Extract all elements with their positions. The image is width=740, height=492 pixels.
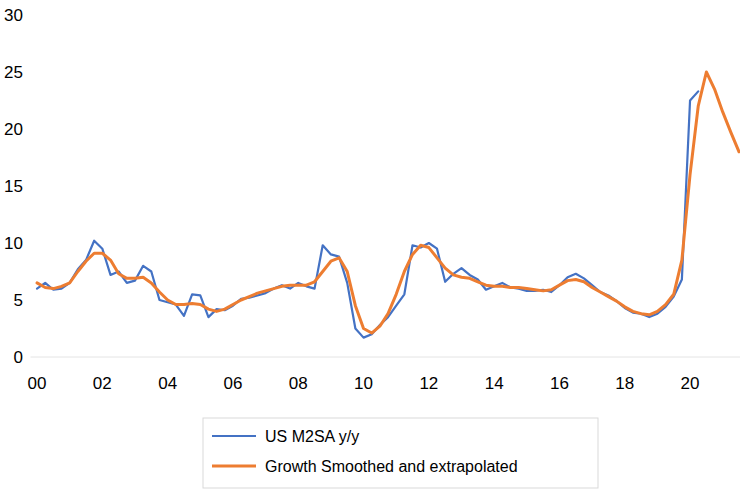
chart: 0 5 10 15 20 25 30 00 02 04 06 08 10 12 14 16 18 20 US M2S… (0, 0, 740, 492)
plot-area (37, 72, 739, 338)
series-line (37, 91, 698, 337)
x-tick-label: 14 (485, 374, 504, 393)
legend-box (203, 418, 598, 488)
x-tick-label: 06 (223, 374, 242, 393)
x-tick-label: 08 (289, 374, 308, 393)
legend-swatch (212, 435, 256, 437)
x-tick-label: 10 (354, 374, 373, 393)
series-line (37, 72, 739, 333)
y-tick-label: 20 (4, 120, 23, 139)
x-axis-line (31, 357, 740, 358)
x-tick-label: 02 (93, 374, 112, 393)
y-tick-label: 30 (4, 6, 23, 25)
x-tick-label: 18 (615, 374, 634, 393)
legend-label: Growth Smoothed and extrapolated (265, 458, 518, 475)
y-tick-label: 15 (4, 177, 23, 196)
y-tick-label: 10 (4, 234, 23, 253)
x-tick-label: 12 (419, 374, 438, 393)
y-tick-label: 0 (14, 348, 23, 367)
y-tick-label: 5 (14, 291, 23, 310)
y-tick-label: 25 (4, 63, 23, 82)
x-tick-label: 00 (28, 374, 47, 393)
x-tick-label: 20 (681, 374, 700, 393)
legend-label: US M2SA y/y (265, 428, 359, 445)
x-tick-label: 16 (550, 374, 569, 393)
x-tick-label: 04 (158, 374, 177, 393)
legend-swatch (212, 465, 256, 468)
legend: US M2SA y/y Growth Smoothed and extrapola… (203, 418, 598, 488)
